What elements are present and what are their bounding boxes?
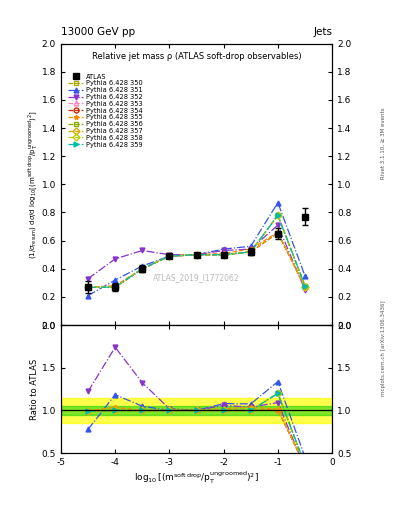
Text: Relative jet mass ρ (ATLAS soft-drop observables): Relative jet mass ρ (ATLAS soft-drop obs… (92, 52, 301, 61)
Text: Rivet 3.1.10, ≥ 3M events: Rivet 3.1.10, ≥ 3M events (381, 108, 386, 179)
Y-axis label: Ratio to ATLAS: Ratio to ATLAS (30, 358, 39, 420)
Text: mcplots.cern.ch [arXiv:1306.3436]: mcplots.cern.ch [arXiv:1306.3436] (381, 301, 386, 396)
Text: 13000 GeV pp: 13000 GeV pp (61, 27, 135, 37)
Bar (61, 398, 332, 423)
Text: Jets: Jets (313, 27, 332, 37)
Bar (61, 406, 332, 415)
Legend: ATLAS, Pythia 6.428 350, Pythia 6.428 351, Pythia 6.428 352, Pythia 6.428 353, P: ATLAS, Pythia 6.428 350, Pythia 6.428 35… (67, 72, 144, 149)
Text: ATLAS_2019_I1772062: ATLAS_2019_I1772062 (153, 273, 240, 282)
X-axis label: $\log_{10}$[(m$^{\rm soft\,drop}$/p$_{\rm T}^{\rm ungroomed}$)$^2$]: $\log_{10}$[(m$^{\rm soft\,drop}$/p$_{\r… (134, 470, 259, 486)
Y-axis label: $(1/\sigma_\mathrm{resum})$ d$\sigma$/d log$_{10}$[(m$^{\rm soft\,drop}$/p$_{\rm: $(1/\sigma_\mathrm{resum})$ d$\sigma$/d … (27, 110, 40, 259)
